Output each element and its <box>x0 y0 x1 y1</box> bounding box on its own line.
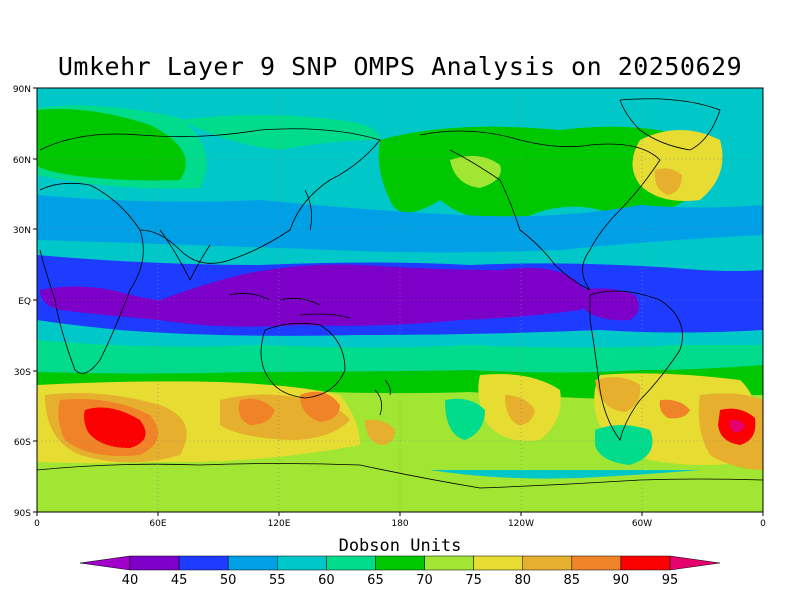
coastlines <box>37 98 763 489</box>
coast-eurasia <box>39 128 381 264</box>
lat-label-60s: 60S <box>14 438 31 448</box>
colorbar-level-label: 55 <box>269 573 286 588</box>
colorbar-low-triangle <box>79 555 131 571</box>
colorbar-high-triangle <box>669 555 721 571</box>
map-title: Umkehr Layer 9 SNP OMPS Analysis on 2025… <box>57 52 743 81</box>
colorbar-swatch <box>326 555 376 571</box>
coast-north-america <box>419 130 661 291</box>
colorbar-level-label: 65 <box>367 573 384 588</box>
tropical-purple <box>40 264 590 327</box>
colorbar-level-label: 45 <box>171 573 188 588</box>
northern-lightgreen <box>450 156 501 188</box>
colorbar-level-label: 50 <box>220 573 237 588</box>
s-atlantic-orange-2 <box>659 399 690 419</box>
coast-south-america <box>589 290 683 441</box>
north-atlantic-yellow <box>632 130 723 201</box>
lon-label-0: 0 <box>34 519 40 529</box>
lat-axis <box>33 87 37 513</box>
s-nz-orange <box>365 419 395 445</box>
s-pacific-orange <box>505 395 535 425</box>
n-midlat-cyan <box>37 195 763 253</box>
colorbar-swatch <box>620 555 671 571</box>
s-pacific-teal <box>445 398 485 440</box>
colorbar-swatch <box>424 555 474 571</box>
s-atlantic-orange <box>595 376 641 412</box>
coast-india <box>159 229 211 281</box>
lon-label-0-end: 0 <box>760 519 766 529</box>
lat-label-eq: EQ <box>18 297 31 307</box>
gridlines <box>37 88 763 512</box>
siberia-green <box>180 115 380 150</box>
s-atlantic-magenta <box>729 419 745 433</box>
colorbar-swatch <box>277 555 327 571</box>
arctic-green-west-inner <box>37 109 186 181</box>
colorbar-level-label: 95 <box>662 573 679 588</box>
lat-label-30s: 30S <box>14 368 31 378</box>
coast-greenland <box>619 98 721 151</box>
colorbar-level-label: 75 <box>465 573 482 588</box>
coast-australia <box>260 322 346 399</box>
colorbar-level-label: 60 <box>318 573 335 588</box>
lat-label-60n: 60N <box>13 156 31 166</box>
coast-africa <box>39 182 144 374</box>
colorbar-swatch <box>522 555 573 571</box>
lon-axis <box>36 512 764 516</box>
coast-japan <box>304 189 313 231</box>
colorbar-swatch <box>571 555 622 571</box>
lon-label-180: 180 <box>391 519 408 529</box>
north-atlantic-orange <box>654 168 682 195</box>
lon-label-60w: 60W <box>632 519 652 529</box>
s-tasman-orange <box>300 391 340 422</box>
lon-label-120w: 120W <box>508 519 534 529</box>
colorbar-swatch <box>178 555 229 571</box>
colorbar-level-label: 85 <box>564 573 581 588</box>
colorbar-level-label: 40 <box>122 573 139 588</box>
lat-label-90n: 90N <box>13 85 31 95</box>
colorbar: 40 45 50 55 60 65 70 75 80 85 90 95 <box>79 555 721 588</box>
s-australia-orange <box>238 398 275 425</box>
lat-label-30n: 30N <box>13 226 31 236</box>
colorbar-title: Dobson Units <box>338 536 462 556</box>
lat-label-90s: 90S <box>14 509 31 519</box>
s-indian-red <box>84 407 146 448</box>
colorbar-level-label: 80 <box>514 573 531 588</box>
lon-label-120e: 120E <box>268 519 291 529</box>
colorbar-swatch <box>473 555 523 571</box>
coast-antarctica <box>37 463 763 489</box>
colorbar-level-label: 90 <box>613 573 630 588</box>
colorbar-level-label: 70 <box>416 573 433 588</box>
colorbar-swatch <box>375 555 425 571</box>
s-drake-teal <box>595 425 653 465</box>
tropical-purple-atlantic <box>580 288 639 321</box>
coast-new-zealand <box>374 379 391 416</box>
colorbar-swatch <box>129 555 180 571</box>
coast-indonesia <box>229 292 351 319</box>
lon-label-60e: 60E <box>149 519 166 529</box>
northern-green-band <box>378 126 720 221</box>
colorbar-swatch <box>227 555 278 571</box>
